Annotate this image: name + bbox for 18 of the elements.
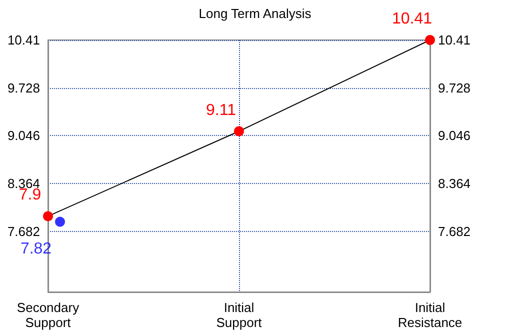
y-tick-label: 9.728 bbox=[7, 80, 40, 96]
x-tick-label: Initial Resistance bbox=[398, 300, 462, 330]
data-label: 9.11 bbox=[206, 102, 236, 119]
point bbox=[43, 211, 53, 222]
y-tick-label: 7.682 bbox=[7, 224, 40, 239]
y-tick-label: 10.41 bbox=[7, 32, 40, 48]
y2-tick-label: 7.682 bbox=[438, 224, 471, 239]
chart-title: Long Term Analysis bbox=[198, 6, 312, 21]
x-tick-label: Secondary Support bbox=[16, 300, 80, 330]
point bbox=[425, 35, 435, 45]
data-label: 10.41 bbox=[392, 10, 432, 28]
y2-tick-label: 8.364 bbox=[438, 176, 471, 192]
x-tick-label: Initial Support bbox=[216, 300, 262, 330]
point bbox=[234, 126, 244, 136]
y-tick-label: 9.046 bbox=[7, 128, 40, 144]
y2-tick-label: 10.41 bbox=[438, 32, 471, 48]
y2-tick-label: 9.728 bbox=[438, 80, 471, 96]
y2-tick-label: 9.046 bbox=[438, 128, 471, 144]
